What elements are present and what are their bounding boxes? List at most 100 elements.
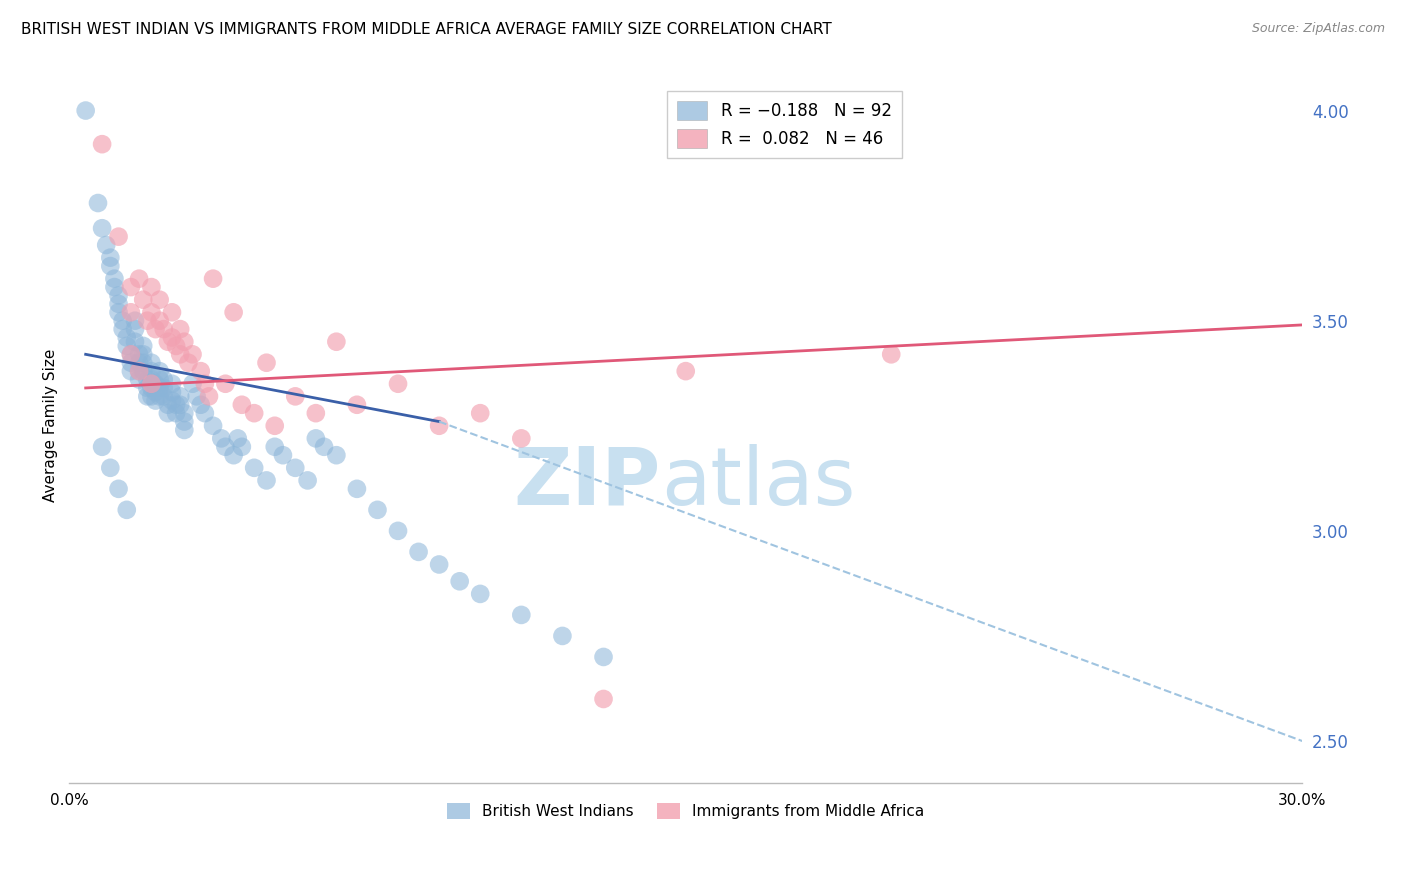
Point (880, 347, 903, 361)
Point (325, 334, 347, 349)
Point (209, 431, 232, 445)
Point (222, 305, 245, 319)
Point (136, 373, 159, 387)
Text: atlas: atlas (661, 444, 855, 522)
Point (111, 322, 134, 336)
Point (256, 356, 278, 370)
Point (271, 448, 294, 462)
Point (145, 376, 167, 391)
Point (75, 103, 97, 118)
Point (132, 339, 155, 353)
Point (141, 373, 163, 387)
Point (152, 381, 174, 395)
Point (107, 229, 129, 244)
Point (120, 280, 142, 294)
Point (160, 330, 183, 344)
Point (149, 314, 172, 328)
Point (190, 364, 212, 378)
Point (325, 448, 347, 462)
Point (115, 339, 138, 353)
Point (141, 364, 163, 378)
Point (115, 330, 138, 344)
Point (128, 373, 150, 387)
Point (169, 398, 191, 412)
Point (91, 440, 114, 454)
Point (128, 364, 150, 378)
Point (87, 196, 110, 211)
Point (115, 503, 138, 517)
Point (141, 389, 163, 403)
Point (173, 423, 195, 437)
Point (120, 364, 142, 378)
Point (198, 389, 221, 403)
Point (214, 376, 236, 391)
Point (141, 376, 163, 391)
Point (226, 431, 249, 445)
Text: ZIP: ZIP (513, 444, 661, 522)
Point (145, 322, 167, 336)
Point (177, 356, 200, 370)
Point (263, 418, 285, 433)
Point (165, 339, 187, 353)
Point (194, 406, 217, 420)
Point (592, 649, 614, 664)
Point (510, 431, 533, 445)
Point (173, 334, 195, 349)
Point (165, 398, 187, 412)
Point (160, 385, 183, 400)
Point (427, 418, 450, 433)
Point (149, 381, 172, 395)
Point (551, 629, 574, 643)
Point (96, 238, 118, 252)
Point (91, 221, 114, 235)
Point (169, 389, 191, 403)
Point (107, 305, 129, 319)
Point (149, 389, 172, 403)
Point (470, 587, 492, 601)
Point (387, 524, 409, 538)
Point (156, 406, 179, 420)
Point (202, 271, 225, 285)
Point (169, 322, 191, 336)
Point (149, 293, 172, 307)
Point (145, 393, 167, 408)
Point (169, 347, 191, 361)
Point (346, 482, 368, 496)
Point (98, 251, 121, 265)
Point (284, 389, 307, 403)
Point (256, 474, 278, 488)
Point (132, 347, 155, 361)
Point (243, 460, 266, 475)
Point (160, 376, 183, 391)
Y-axis label: Average Family Size: Average Family Size (44, 349, 58, 502)
Point (107, 288, 129, 302)
Point (181, 376, 204, 391)
Point (128, 364, 150, 378)
Point (160, 393, 183, 408)
Point (107, 482, 129, 496)
Point (132, 293, 155, 307)
Point (145, 385, 167, 400)
Point (124, 334, 146, 349)
Point (124, 314, 146, 328)
Point (141, 381, 163, 395)
Point (202, 418, 225, 433)
Point (103, 271, 125, 285)
Point (128, 271, 150, 285)
Point (156, 398, 179, 412)
Point (136, 389, 159, 403)
Point (181, 347, 204, 361)
Point (136, 381, 159, 395)
Point (284, 460, 307, 475)
Point (160, 305, 183, 319)
Point (120, 347, 142, 361)
Legend: British West Indians, Immigrants from Middle Africa: British West Indians, Immigrants from Mi… (441, 797, 931, 825)
Point (427, 558, 450, 572)
Point (190, 398, 212, 412)
Point (366, 503, 388, 517)
Point (128, 347, 150, 361)
Point (231, 398, 253, 412)
Point (297, 474, 319, 488)
Point (165, 406, 187, 420)
Point (173, 406, 195, 420)
